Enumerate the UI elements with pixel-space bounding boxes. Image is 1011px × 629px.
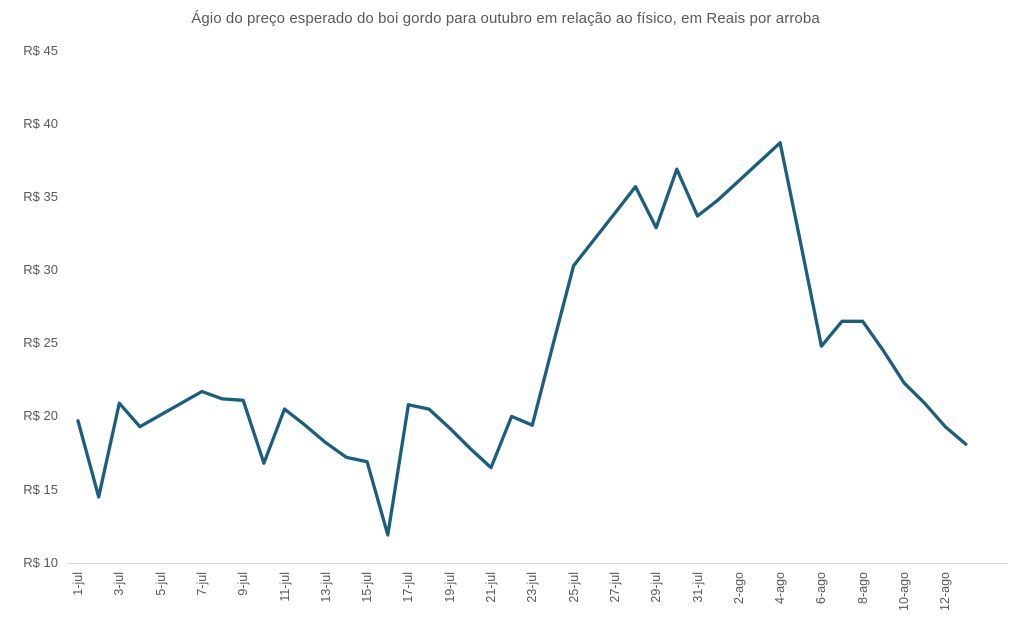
x-axis-label: 5-jul (153, 572, 168, 596)
x-axis-label: 6-ago (814, 572, 829, 604)
x-axis-label: 9-jul (236, 572, 251, 596)
y-axis-label: R$ 35 (23, 188, 58, 204)
chart-title: Ágio do preço esperado do boi gordo para… (191, 10, 820, 27)
x-axis-label: 15-jul (360, 572, 375, 603)
x-axis-label: 3-jul (112, 572, 127, 596)
y-axis-label: R$ 25 (23, 335, 58, 351)
x-axis-label: 11-jul (277, 572, 292, 602)
x-axis-label: 12-ago (938, 572, 953, 611)
x-axis-label: 19-jul (442, 572, 457, 603)
x-axis-label: 21-jul (484, 572, 498, 603)
x-axis-label: 7-jul (194, 572, 209, 596)
x-axis-label: 8-ago (855, 572, 870, 604)
y-axis-label: R$ 30 (23, 262, 58, 278)
y-axis-label: R$ 20 (23, 408, 58, 424)
y-axis-label: R$ 40 (23, 115, 58, 131)
x-axis-label: 23-jul (525, 572, 540, 603)
x-axis-label: 4-ago (773, 572, 788, 604)
x-axis-label: 25-jul (566, 572, 581, 603)
x-axis-label: 29-jul (649, 572, 664, 603)
y-axis-label: R$ 10 (23, 554, 58, 570)
x-axis-label: 13-jul (318, 572, 333, 603)
x-axis-label: 1-jul (71, 572, 85, 596)
x-axis-label: 2-ago (731, 572, 746, 604)
x-axis-label: 27-jul (607, 572, 622, 603)
data-series-line (76, 141, 968, 537)
x-axis-label: 10-ago (897, 572, 911, 611)
x-axis-label: 17-jul (401, 572, 416, 603)
x-axis-line (67, 563, 1008, 564)
y-axis-label: R$ 45 (23, 42, 58, 58)
y-axis-label: R$ 15 (23, 481, 58, 497)
x-axis-label: 31-jul (690, 572, 705, 603)
